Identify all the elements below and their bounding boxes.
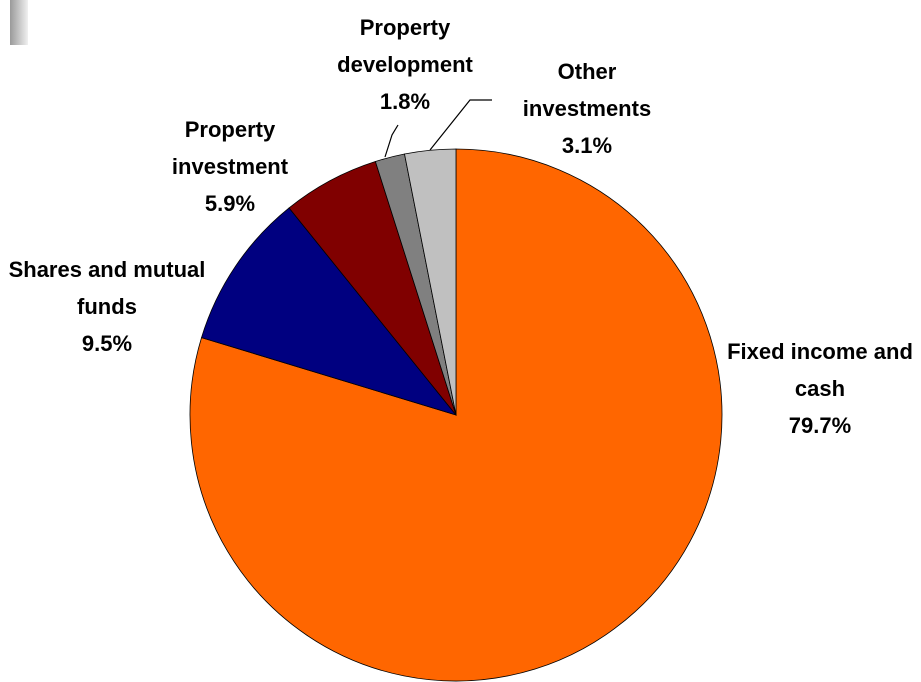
value-label: 9.5% [81,331,133,356]
slice-label: Property investment 5.9% [145,111,315,222]
value-label: 3.1% [561,133,613,158]
slice-label: Shares and mutual funds 9.5% [7,251,207,362]
value-label: 79.7% [788,413,852,438]
slice-label: Other investments 3.1% [500,53,675,164]
category-label: Shares and mutual funds [8,257,206,319]
decoration [10,0,28,45]
slice-label: Fixed income and cash 79.7% [713,333,921,444]
leader-line [429,99,492,151]
category-label: Property development [337,15,473,77]
category-label: Other investments [522,59,652,121]
value-label: 1.8% [379,89,431,114]
value-label: 5.9% [204,191,256,216]
slices [189,148,723,682]
leader-line [384,124,399,158]
category-label: Property investment [171,117,289,179]
pie-slice [201,207,458,416]
category-label: Fixed income and cash [727,339,913,401]
pie-slice [404,148,457,416]
slice-label: Property development 1.8% [310,9,500,120]
